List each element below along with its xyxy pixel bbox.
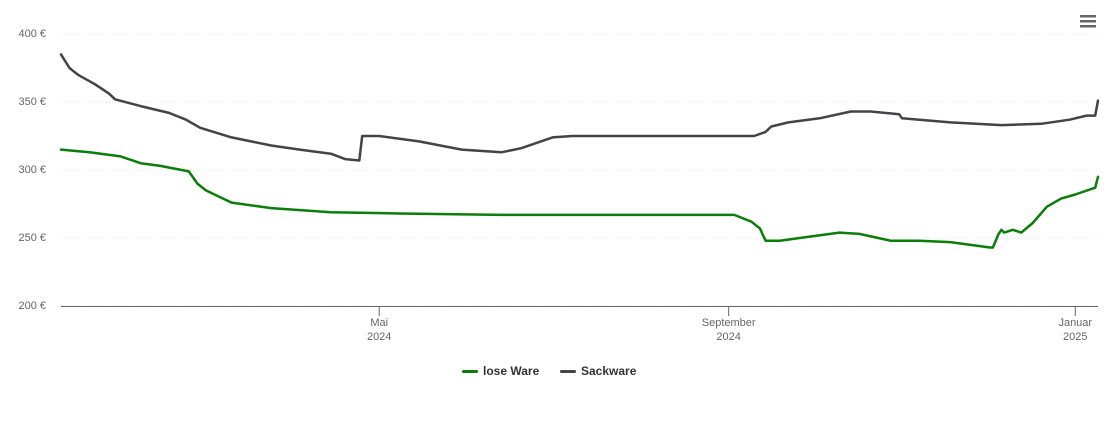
legend-label: Sackware [581,364,637,378]
y-tick-label: 250 € [18,232,46,244]
legend-swatch [560,369,576,373]
menu-button[interactable] [1080,15,1096,28]
y-tick-label: 300 € [18,164,46,176]
x-tick-label: Mai 2024 [366,317,392,343]
legend-label: lose Ware [483,364,540,378]
legend-swatch [462,369,478,373]
series-line [59,148,1100,249]
menu-bar [1080,15,1096,18]
legend-item[interactable]: lose Ware [462,364,539,378]
y-tick-label: 200 € [18,300,46,312]
x-tick-label: Januar 2025 [1058,317,1093,343]
series-line [59,53,1100,162]
menu-bar [1080,25,1096,28]
x-tick-label: September 2024 [701,317,756,343]
y-tick-label: 350 € [18,96,46,108]
y-tick-label: 400 € [18,28,46,40]
menu-bar [1080,20,1096,23]
legend-item[interactable]: Sackware [560,364,636,378]
